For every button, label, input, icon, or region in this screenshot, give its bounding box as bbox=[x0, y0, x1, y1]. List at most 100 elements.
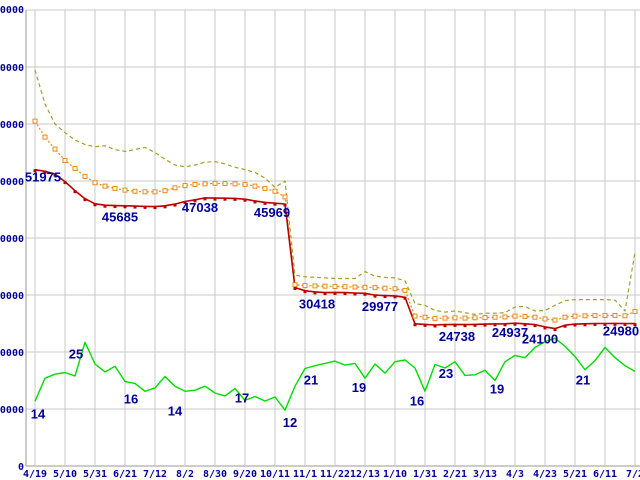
x-tick-label: 6/11 bbox=[593, 469, 617, 480]
mid-marker bbox=[352, 284, 358, 290]
mid-marker bbox=[62, 157, 68, 163]
main-marker bbox=[593, 323, 597, 326]
mid-marker bbox=[52, 146, 58, 152]
mid-marker bbox=[552, 317, 558, 323]
mid-marker bbox=[392, 286, 398, 292]
main-marker bbox=[473, 323, 477, 327]
main-marker bbox=[253, 200, 257, 204]
annotation-label: 21 bbox=[304, 373, 318, 388]
main-marker bbox=[623, 323, 627, 326]
main-marker bbox=[273, 202, 277, 206]
mid-marker bbox=[602, 313, 608, 319]
main-marker bbox=[83, 198, 87, 202]
mid-marker bbox=[112, 185, 118, 191]
annotation-label: 23 bbox=[439, 366, 453, 381]
mid-marker bbox=[572, 313, 578, 319]
annotation-label: 19 bbox=[352, 380, 366, 395]
main-marker bbox=[363, 292, 367, 296]
annotation-label: 17 bbox=[235, 390, 249, 405]
main-marker bbox=[453, 323, 457, 327]
mid-marker bbox=[232, 181, 238, 187]
mid-marker bbox=[612, 313, 618, 319]
annotation-label: 19 bbox=[490, 382, 504, 397]
y-tick-label: 20000 bbox=[0, 348, 24, 359]
mid-marker bbox=[82, 173, 88, 179]
main-marker bbox=[333, 291, 337, 295]
x-tick-label: 11/1 bbox=[293, 469, 317, 480]
main-marker bbox=[603, 323, 607, 326]
mid-marker bbox=[522, 313, 528, 319]
mid-marker bbox=[492, 314, 498, 320]
mid-marker bbox=[432, 315, 438, 321]
mid-marker bbox=[142, 189, 148, 195]
mid-marker bbox=[132, 188, 138, 194]
x-tick-label: 1/10 bbox=[383, 469, 407, 480]
main-marker bbox=[583, 323, 587, 327]
annotation-label: 14 bbox=[31, 406, 46, 421]
mid-marker bbox=[252, 183, 258, 189]
x-tick-label: 6/21 bbox=[113, 469, 137, 480]
main-marker bbox=[263, 201, 267, 205]
annotation-label: 24980 bbox=[603, 324, 639, 339]
annotation-label: 16 bbox=[410, 393, 424, 408]
main-marker bbox=[53, 173, 57, 177]
main-marker bbox=[613, 322, 617, 326]
y-tick-label: 80000 bbox=[0, 5, 24, 16]
main-marker bbox=[283, 203, 287, 207]
mid-marker bbox=[92, 180, 98, 186]
mid-marker bbox=[592, 313, 598, 319]
mid-marker bbox=[292, 282, 298, 288]
mid-marker bbox=[172, 185, 178, 191]
mid-marker bbox=[472, 315, 478, 321]
mid-marker bbox=[122, 187, 128, 193]
mid-marker bbox=[622, 313, 628, 319]
x-tick-label: 7/2 bbox=[626, 469, 640, 480]
x-tick-label: 12/13 bbox=[350, 469, 380, 480]
annotation-label: 45969 bbox=[254, 205, 290, 220]
main-marker bbox=[393, 295, 397, 299]
mid-marker bbox=[372, 285, 378, 291]
annotation-label: 25 bbox=[69, 346, 83, 361]
y-tick-label: 50000 bbox=[0, 177, 24, 188]
mid-marker bbox=[222, 181, 228, 187]
annotation-label: 29977 bbox=[362, 299, 398, 314]
main-marker bbox=[553, 328, 557, 332]
main-marker bbox=[573, 323, 577, 327]
mid-marker bbox=[412, 313, 418, 319]
mid-marker bbox=[582, 313, 588, 319]
main-marker bbox=[413, 323, 417, 327]
series-high-line bbox=[34, 69, 636, 315]
mid-marker bbox=[462, 315, 468, 321]
main-marker bbox=[163, 205, 167, 209]
mid-marker bbox=[532, 314, 538, 320]
mid-marker bbox=[212, 180, 218, 186]
main-marker bbox=[63, 181, 67, 185]
x-tick-label: 5/10 bbox=[53, 469, 77, 480]
main-marker bbox=[103, 204, 107, 208]
x-tick-label: 4/23 bbox=[533, 469, 557, 480]
x-tick-label: 1/31 bbox=[413, 469, 437, 480]
x-tick-label: 8/2 bbox=[176, 469, 194, 480]
main-marker bbox=[513, 322, 517, 326]
mid-marker bbox=[32, 118, 38, 124]
mid-marker bbox=[402, 287, 408, 293]
mid-marker bbox=[272, 188, 278, 194]
y-tick-label: 10000 bbox=[0, 405, 24, 416]
annotation-label: 14 bbox=[168, 403, 183, 418]
main-marker bbox=[193, 199, 197, 203]
main-marker bbox=[523, 323, 527, 327]
annotation-label: 47038 bbox=[182, 200, 218, 215]
mid-marker bbox=[162, 188, 168, 194]
annotation-label: 21 bbox=[576, 373, 590, 388]
main-marker bbox=[503, 323, 507, 327]
x-tick-label: 5/31 bbox=[83, 469, 107, 480]
main-marker bbox=[463, 324, 467, 328]
main-marker bbox=[33, 169, 37, 173]
main-marker bbox=[543, 326, 547, 330]
main-marker bbox=[403, 296, 407, 300]
mid-marker bbox=[632, 309, 638, 315]
main-marker bbox=[123, 205, 127, 209]
main-marker bbox=[373, 294, 377, 298]
